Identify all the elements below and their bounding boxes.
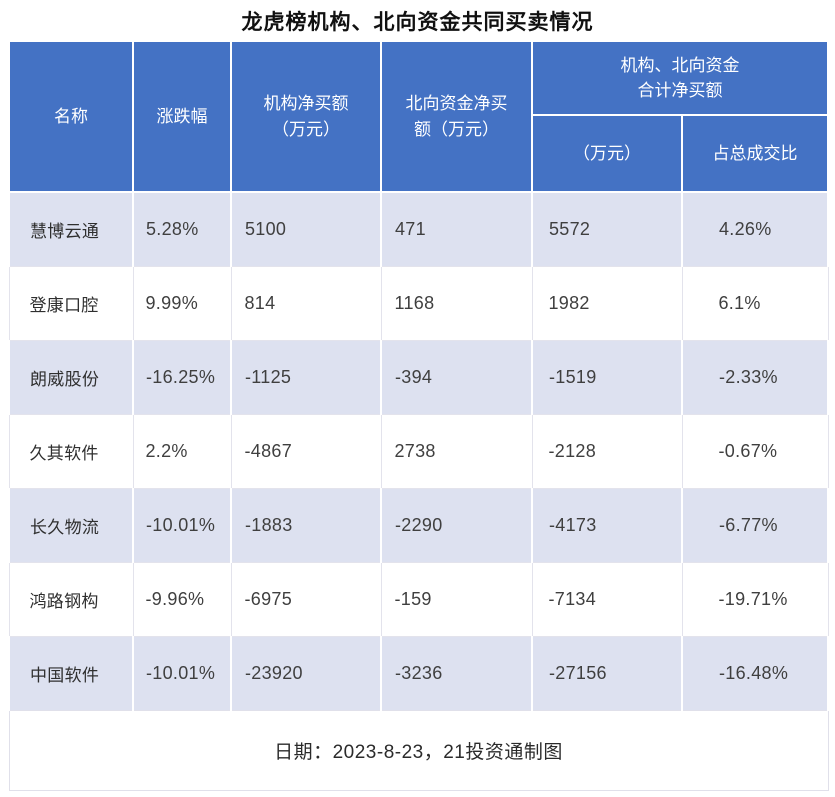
header-combined-ratio: 占总成交比 [681, 114, 829, 193]
cell-name: 慧博云通 [8, 192, 134, 267]
cell-change: -16.25% [132, 340, 232, 415]
cell-change: -9.96% [132, 562, 232, 637]
cell-change: -10.01% [132, 636, 232, 711]
cell-inst-net: -4867 [230, 414, 382, 489]
cell-north-net: -159 [380, 562, 533, 637]
cell-combined-ratio: -0.67% [681, 414, 829, 489]
cell-combined-amount: 5572 [531, 192, 683, 267]
cell-combined-ratio: -16.48% [681, 636, 829, 711]
cell-north-net: -394 [380, 340, 533, 415]
cell-combined-ratio: -2.33% [681, 340, 829, 415]
cell-north-net: 1168 [380, 266, 533, 341]
cell-change: 2.2% [132, 414, 232, 489]
cell-combined-amount: -27156 [531, 636, 683, 711]
cell-inst-net: 5100 [230, 192, 382, 267]
cell-inst-net: -23920 [230, 636, 382, 711]
cell-combined-amount: -1519 [531, 340, 683, 415]
table-row: 朗威股份 -16.25% -1125 -394 -1519 -2.33% [8, 340, 829, 415]
table-row: 久其软件 2.2% -4867 2738 -2128 -0.67% [8, 414, 829, 489]
table-row: 慧博云通 5.28% 5100 471 5572 4.26% [8, 192, 829, 267]
table-row: 鸿路钢构 -9.96% -6975 -159 -7134 -19.71% [8, 562, 829, 637]
cell-name: 鸿路钢构 [8, 562, 134, 637]
cell-combined-amount: 1982 [531, 266, 683, 341]
cell-change: -10.01% [132, 488, 232, 563]
header-combined-amount: （万元） [531, 114, 683, 193]
cell-combined-amount: -4173 [531, 488, 683, 563]
cell-name: 长久物流 [8, 488, 134, 563]
cell-inst-net: 814 [230, 266, 382, 341]
cell-combined-ratio: 4.26% [681, 192, 829, 267]
cell-north-net: -2290 [380, 488, 533, 563]
stocks-table: 名称 涨跌幅 机构净买额 （万元） 北向资金净买 额（万元） 机构、北向资金 合… [8, 40, 829, 791]
header-inst-net: 机构净买额 （万元） [230, 40, 382, 193]
table-row: 中国软件 -10.01% -23920 -3236 -27156 -16.48% [8, 636, 829, 711]
header-row-2: （万元） 占总成交比 [9, 114, 829, 193]
header-row-1: 名称 涨跌幅 机构净买额 （万元） 北向资金净买 额（万元） 机构、北向资金 合… [8, 40, 829, 193]
table-footer-row: 日期：2023-8-23，21投资通制图 [8, 710, 829, 791]
cell-north-net: 2738 [380, 414, 533, 489]
cell-inst-net: -1125 [230, 340, 382, 415]
header-combined-group: 机构、北向资金 合计净买额 [531, 40, 829, 116]
table-title: 龙虎榜机构、北向资金共同买卖情况 [241, 11, 594, 34]
cell-name: 登康口腔 [8, 266, 134, 341]
cell-change: 5.28% [132, 192, 232, 267]
date-note: 日期：2023-8-23，21投资通制图 [8, 710, 829, 791]
cell-combined-ratio: -6.77% [681, 488, 829, 563]
table-row: 登康口腔 9.99% 814 1168 1982 6.1% [8, 266, 829, 341]
cell-north-net: 471 [380, 192, 533, 267]
cell-change: 9.99% [132, 266, 232, 341]
cell-combined-ratio: -19.71% [681, 562, 829, 637]
header-name: 名称 [8, 40, 134, 193]
cell-combined-amount: -7134 [531, 562, 683, 637]
table-body: 慧博云通 5.28% 5100 471 5572 4.26% 登康口腔 9.99… [8, 192, 829, 791]
table-header: 名称 涨跌幅 机构净买额 （万元） 北向资金净买 额（万元） 机构、北向资金 合… [8, 40, 829, 193]
header-change: 涨跌幅 [132, 40, 232, 193]
cell-combined-ratio: 6.1% [681, 266, 829, 341]
cell-north-net: -3236 [380, 636, 533, 711]
cell-name: 久其软件 [8, 414, 134, 489]
cell-inst-net: -1883 [230, 488, 382, 563]
cell-name: 朗威股份 [8, 340, 134, 415]
cell-combined-amount: -2128 [531, 414, 683, 489]
cell-inst-net: -6975 [230, 562, 382, 637]
cell-name: 中国软件 [8, 636, 134, 711]
table-row: 长久物流 -10.01% -1883 -2290 -4173 -6.77% [8, 488, 829, 563]
header-north-net: 北向资金净买 额（万元） [380, 40, 533, 193]
